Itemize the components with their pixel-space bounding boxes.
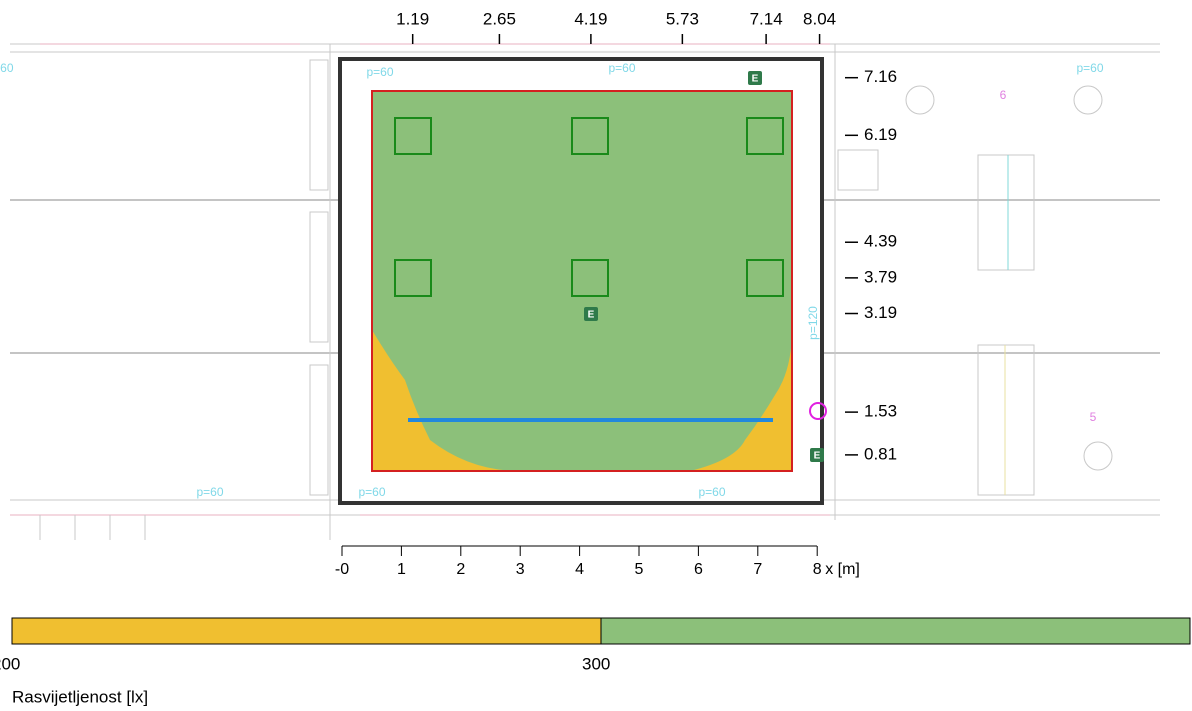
x-tick-label: 5: [635, 561, 644, 578]
luminaire: [571, 117, 609, 155]
room-label: p=60: [698, 485, 725, 499]
right-dimension: 1.53: [864, 402, 897, 421]
legend-min: 200: [0, 654, 20, 673]
room-label: 5: [1090, 410, 1097, 424]
x-tick-label: 3: [516, 561, 525, 578]
luminaire: [394, 259, 432, 297]
room-label: p=60: [608, 61, 635, 75]
right-dimension: 3.79: [864, 267, 897, 286]
x-tick-label: 8: [813, 561, 822, 578]
luminaire: [746, 259, 784, 297]
x-tick-label: 7: [753, 561, 762, 578]
emergency-light: [748, 71, 762, 85]
top-dimension: 2.65: [483, 9, 516, 28]
x-tick-label: 2: [456, 561, 465, 578]
top-dimension: 4.19: [574, 9, 607, 28]
emergency-light: [584, 307, 598, 321]
right-dimension: 0.81: [864, 444, 897, 463]
emergency-label: E: [752, 74, 759, 85]
legend-band-200: [11, 617, 602, 645]
room-label: 6: [1000, 88, 1007, 102]
legend-title: Rasvijetljenost [lx]: [12, 687, 148, 706]
right-dimension: 7.16: [864, 67, 897, 86]
emergency-label: E: [814, 451, 821, 462]
x-tick-label: 4: [575, 561, 584, 578]
top-dimension: 7.14: [750, 9, 783, 28]
room-label: p=60: [0, 61, 14, 75]
x-tick-label: 6: [694, 561, 703, 578]
reference-plane: [371, 90, 793, 472]
emergency-label: E: [588, 310, 595, 321]
room-label: p=60: [1076, 61, 1103, 75]
room-label: p=60: [196, 485, 223, 499]
room-label: p=60: [366, 65, 393, 79]
x-tick-label: -0: [335, 561, 349, 578]
top-dimension: 1.19: [396, 9, 429, 28]
x-tick-label: 1: [397, 561, 406, 578]
top-dimension: 8.04: [803, 9, 836, 28]
right-dimension: 4.39: [864, 232, 897, 251]
top-dimension: 5.73: [666, 9, 699, 28]
room-label: p=60: [358, 485, 385, 499]
right-dimension: 3.19: [864, 303, 897, 322]
luminaire: [571, 259, 609, 297]
right-dimension: 6.19: [864, 125, 897, 144]
legend-mid: 300: [582, 654, 610, 673]
room-label: p=120: [806, 306, 820, 340]
zone-300: [372, 91, 792, 471]
luminaires: [394, 117, 784, 297]
luminaire: [394, 117, 432, 155]
legend-band-300: [600, 617, 1191, 645]
emergency-light: [810, 448, 824, 462]
x-axis-unit: x [m]: [825, 561, 860, 578]
sensor: [809, 402, 827, 420]
luminaire: [746, 117, 784, 155]
